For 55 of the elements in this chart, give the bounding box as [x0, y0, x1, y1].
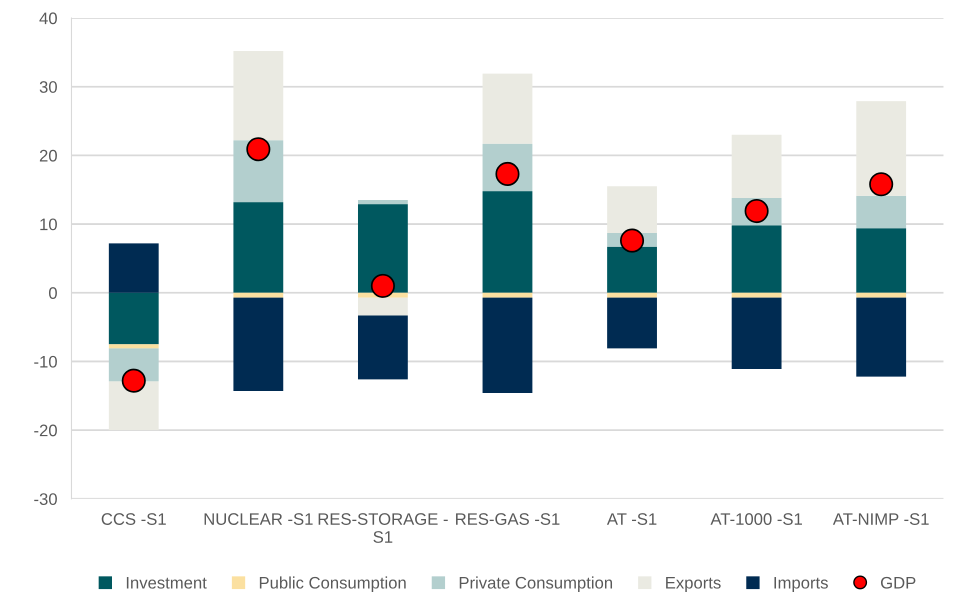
legend-label: Imports [774, 577, 828, 592]
point [620, 228, 644, 253]
x-tick-label: AT -S1 [606, 513, 656, 525]
bar [607, 292, 657, 298]
x-tick-label: RES-STORAGE - S1 [318, 513, 448, 543]
bar [856, 228, 906, 293]
point [370, 274, 395, 298]
bar [233, 298, 284, 391]
y-tick-label: 30 [40, 81, 57, 93]
bar [482, 298, 532, 394]
bar [607, 186, 657, 234]
legend-label: GDP [880, 576, 916, 589]
bar [732, 134, 782, 198]
x-tick-label: NUCLEAR -S1 [204, 513, 313, 525]
y-tick-label: -30 [34, 493, 57, 506]
bar [732, 298, 782, 370]
x-tick-label: CCS -S1 [102, 513, 166, 525]
bar [358, 200, 408, 204]
bar [732, 225, 782, 293]
bar [358, 315, 408, 380]
bar [108, 292, 159, 344]
legend-label: Exports [666, 577, 721, 592]
y-tick-label: 20 [40, 150, 57, 162]
bar [856, 292, 906, 298]
y-tick-label: 0 [48, 287, 57, 299]
point [869, 172, 894, 196]
y-tick-label: 40 [39, 12, 57, 24]
x-tick-label: AT-1000 -S1 [710, 513, 802, 525]
bar [358, 298, 408, 316]
legend-label: Investment [126, 577, 207, 589]
bar [856, 298, 906, 377]
bar [108, 243, 159, 293]
legend-label: Public Consumption [260, 576, 406, 592]
bar [482, 292, 532, 298]
bar [358, 204, 408, 293]
bar [482, 191, 532, 293]
bar [482, 74, 532, 144]
x-tick-label: RES-GAS -S1 [456, 513, 560, 525]
point [122, 368, 146, 393]
bar [108, 344, 159, 348]
x-tick-label: AT-NIMP -S1 [832, 513, 929, 525]
bar [233, 292, 284, 298]
bar [607, 298, 657, 348]
bar [108, 381, 159, 430]
bar [233, 51, 284, 140]
y-tick-label: -10 [34, 356, 57, 368]
legend-label: Private Consumption [460, 576, 612, 592]
point [246, 137, 270, 162]
y-tick-label: 10 [40, 218, 57, 230]
bar [233, 202, 284, 293]
bar [856, 196, 906, 228]
bar [856, 101, 906, 196]
bar [607, 246, 657, 293]
y-tick-label: -20 [34, 424, 57, 436]
bar [732, 292, 782, 298]
